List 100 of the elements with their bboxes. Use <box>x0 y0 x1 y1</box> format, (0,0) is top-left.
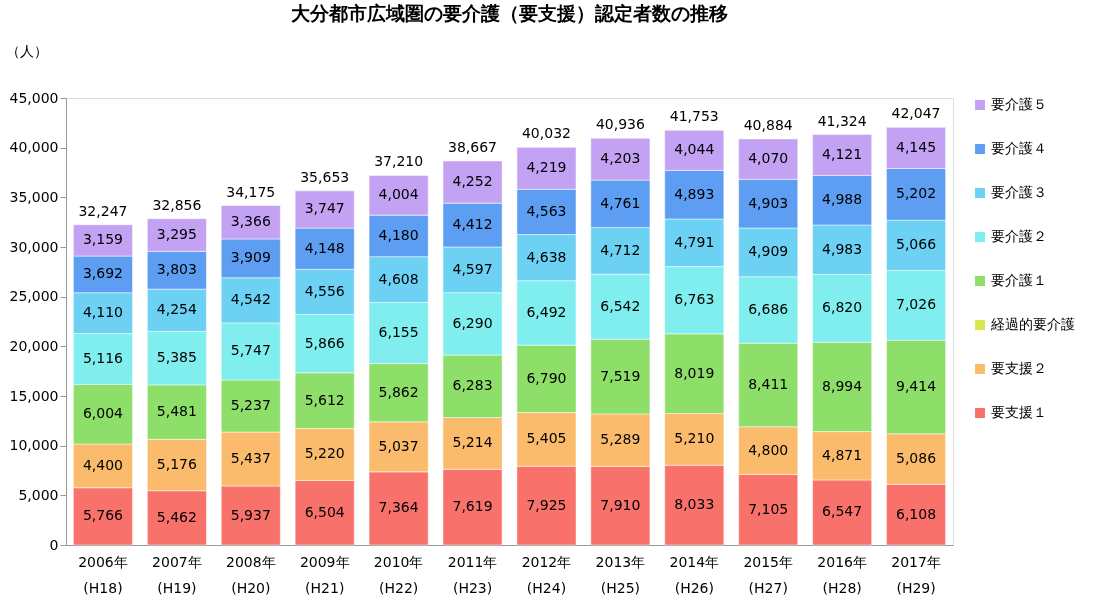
data-label: 4,608 <box>378 270 419 287</box>
data-label: 9,414 <box>895 378 937 395</box>
data-label: 8,994 <box>822 377 863 394</box>
data-label: 6,686 <box>748 300 789 317</box>
data-label: 4,800 <box>748 441 789 458</box>
data-label: 4,983 <box>822 240 863 257</box>
x-tick-label: 2016年 (H28) <box>817 553 867 596</box>
data-label: 5,037 <box>378 437 419 454</box>
legend-label: 経過的要介護 <box>990 316 1075 332</box>
data-label: 3,803 <box>156 261 197 278</box>
y-tick-label: 45,000 <box>9 89 59 106</box>
data-label: 4,412 <box>452 216 493 233</box>
data-label: 6,547 <box>822 503 863 520</box>
data-label: 7,910 <box>600 496 641 513</box>
data-label: 6,155 <box>378 324 419 341</box>
data-label: 5,214 <box>452 434 493 451</box>
data-label: 5,766 <box>82 507 124 524</box>
data-label: 3,366 <box>230 213 271 230</box>
x-tick-label: 2010年 (H22) <box>373 553 424 596</box>
data-label: 8,411 <box>748 375 789 392</box>
y-tick-label: 40,000 <box>9 139 59 156</box>
data-label: 7,105 <box>748 500 789 517</box>
x-tick-label: 2008年 (H20) <box>225 553 276 596</box>
y-tick-label: 20,000 <box>9 337 59 354</box>
y-tick-label: 30,000 <box>9 238 59 255</box>
data-label: 4,121 <box>822 145 863 162</box>
data-label: 4,110 <box>82 304 124 321</box>
x-tick-label: 2007年 (H19) <box>152 553 202 596</box>
data-label: 4,252 <box>452 173 493 190</box>
data-label: 4,903 <box>748 194 789 211</box>
data-label: 4,597 <box>452 260 493 277</box>
data-label: 6,004 <box>82 405 124 422</box>
data-label: 6,790 <box>526 369 567 386</box>
y-tick-label: 15,000 <box>9 387 59 404</box>
x-tick-label: 2014年 (H26) <box>669 553 720 596</box>
data-label: 6,820 <box>822 299 863 316</box>
data-label: 6,290 <box>452 314 493 331</box>
x-tick-label: 2017年 (H29) <box>891 553 941 596</box>
legend-label: 要介護２ <box>991 228 1047 244</box>
data-label: 6,283 <box>452 377 493 394</box>
data-label: 5,086 <box>895 450 937 467</box>
data-label: 4,791 <box>674 233 715 250</box>
y-tick-label: 10,000 <box>9 437 59 454</box>
y-axis-title: （人） <box>5 42 48 59</box>
data-label: 4,712 <box>600 241 641 258</box>
data-label: 8,033 <box>674 496 715 513</box>
data-label: 6,504 <box>304 503 345 520</box>
total-label: 37,210 <box>374 153 424 170</box>
data-label: 7,026 <box>895 296 937 313</box>
data-label: 4,145 <box>895 138 937 155</box>
total-label: 40,936 <box>595 116 645 133</box>
data-label: 6,108 <box>895 505 937 522</box>
x-tick-label: 2012年 (H24) <box>521 553 572 596</box>
total-label: 41,324 <box>817 112 867 129</box>
legend-label: 要支援１ <box>991 404 1047 420</box>
data-label: 5,405 <box>526 430 567 447</box>
data-label: 4,148 <box>304 239 345 256</box>
data-label: 7,519 <box>600 367 641 384</box>
data-label: 4,871 <box>822 446 863 463</box>
total-label: 40,884 <box>743 116 793 133</box>
data-label: 7,925 <box>526 496 567 513</box>
total-label: 42,047 <box>891 105 941 122</box>
data-label: 5,202 <box>895 185 937 202</box>
data-label: 5,481 <box>156 403 197 420</box>
data-label: 5,237 <box>230 397 271 414</box>
data-label: 7,619 <box>452 498 493 515</box>
legend-label: 要支援２ <box>991 360 1047 376</box>
data-label: 5,066 <box>895 236 937 253</box>
data-label: 5,866 <box>304 334 345 351</box>
data-label: 4,893 <box>674 185 715 202</box>
data-label: 4,044 <box>674 141 715 158</box>
data-label: 4,254 <box>156 301 197 318</box>
data-label: 4,400 <box>82 456 124 473</box>
x-tick-label: 2013年 (H25) <box>595 553 646 596</box>
data-label: 5,385 <box>156 349 197 366</box>
data-label: 4,909 <box>748 243 789 260</box>
data-label: 4,203 <box>600 150 641 167</box>
data-label: 3,909 <box>230 249 271 266</box>
data-label: 4,556 <box>304 282 345 299</box>
y-tick-label: 35,000 <box>9 188 59 205</box>
x-tick-label: 2006年 (H18) <box>78 553 128 596</box>
data-label: 5,210 <box>674 430 715 447</box>
total-label: 35,653 <box>300 168 350 185</box>
data-label: 3,159 <box>82 231 124 248</box>
x-tick-label: 2011年 (H23) <box>447 553 498 596</box>
legend-label: 要介護５ <box>991 96 1047 112</box>
data-label: 5,176 <box>156 456 197 473</box>
data-label: 8,019 <box>674 364 715 381</box>
data-label: 5,862 <box>378 383 419 400</box>
total-label: 32,856 <box>152 196 202 213</box>
legend-label: 要介護４ <box>991 140 1047 156</box>
legend-label: 要介護１ <box>991 272 1047 288</box>
data-label: 5,437 <box>230 450 271 467</box>
data-label: 4,070 <box>748 150 789 167</box>
data-label: 4,563 <box>526 202 567 219</box>
data-label: 4,988 <box>822 191 863 208</box>
total-label: 41,753 <box>669 108 719 125</box>
data-label: 4,219 <box>526 159 567 176</box>
data-label: 5,612 <box>304 391 345 408</box>
data-label: 4,180 <box>378 226 419 243</box>
